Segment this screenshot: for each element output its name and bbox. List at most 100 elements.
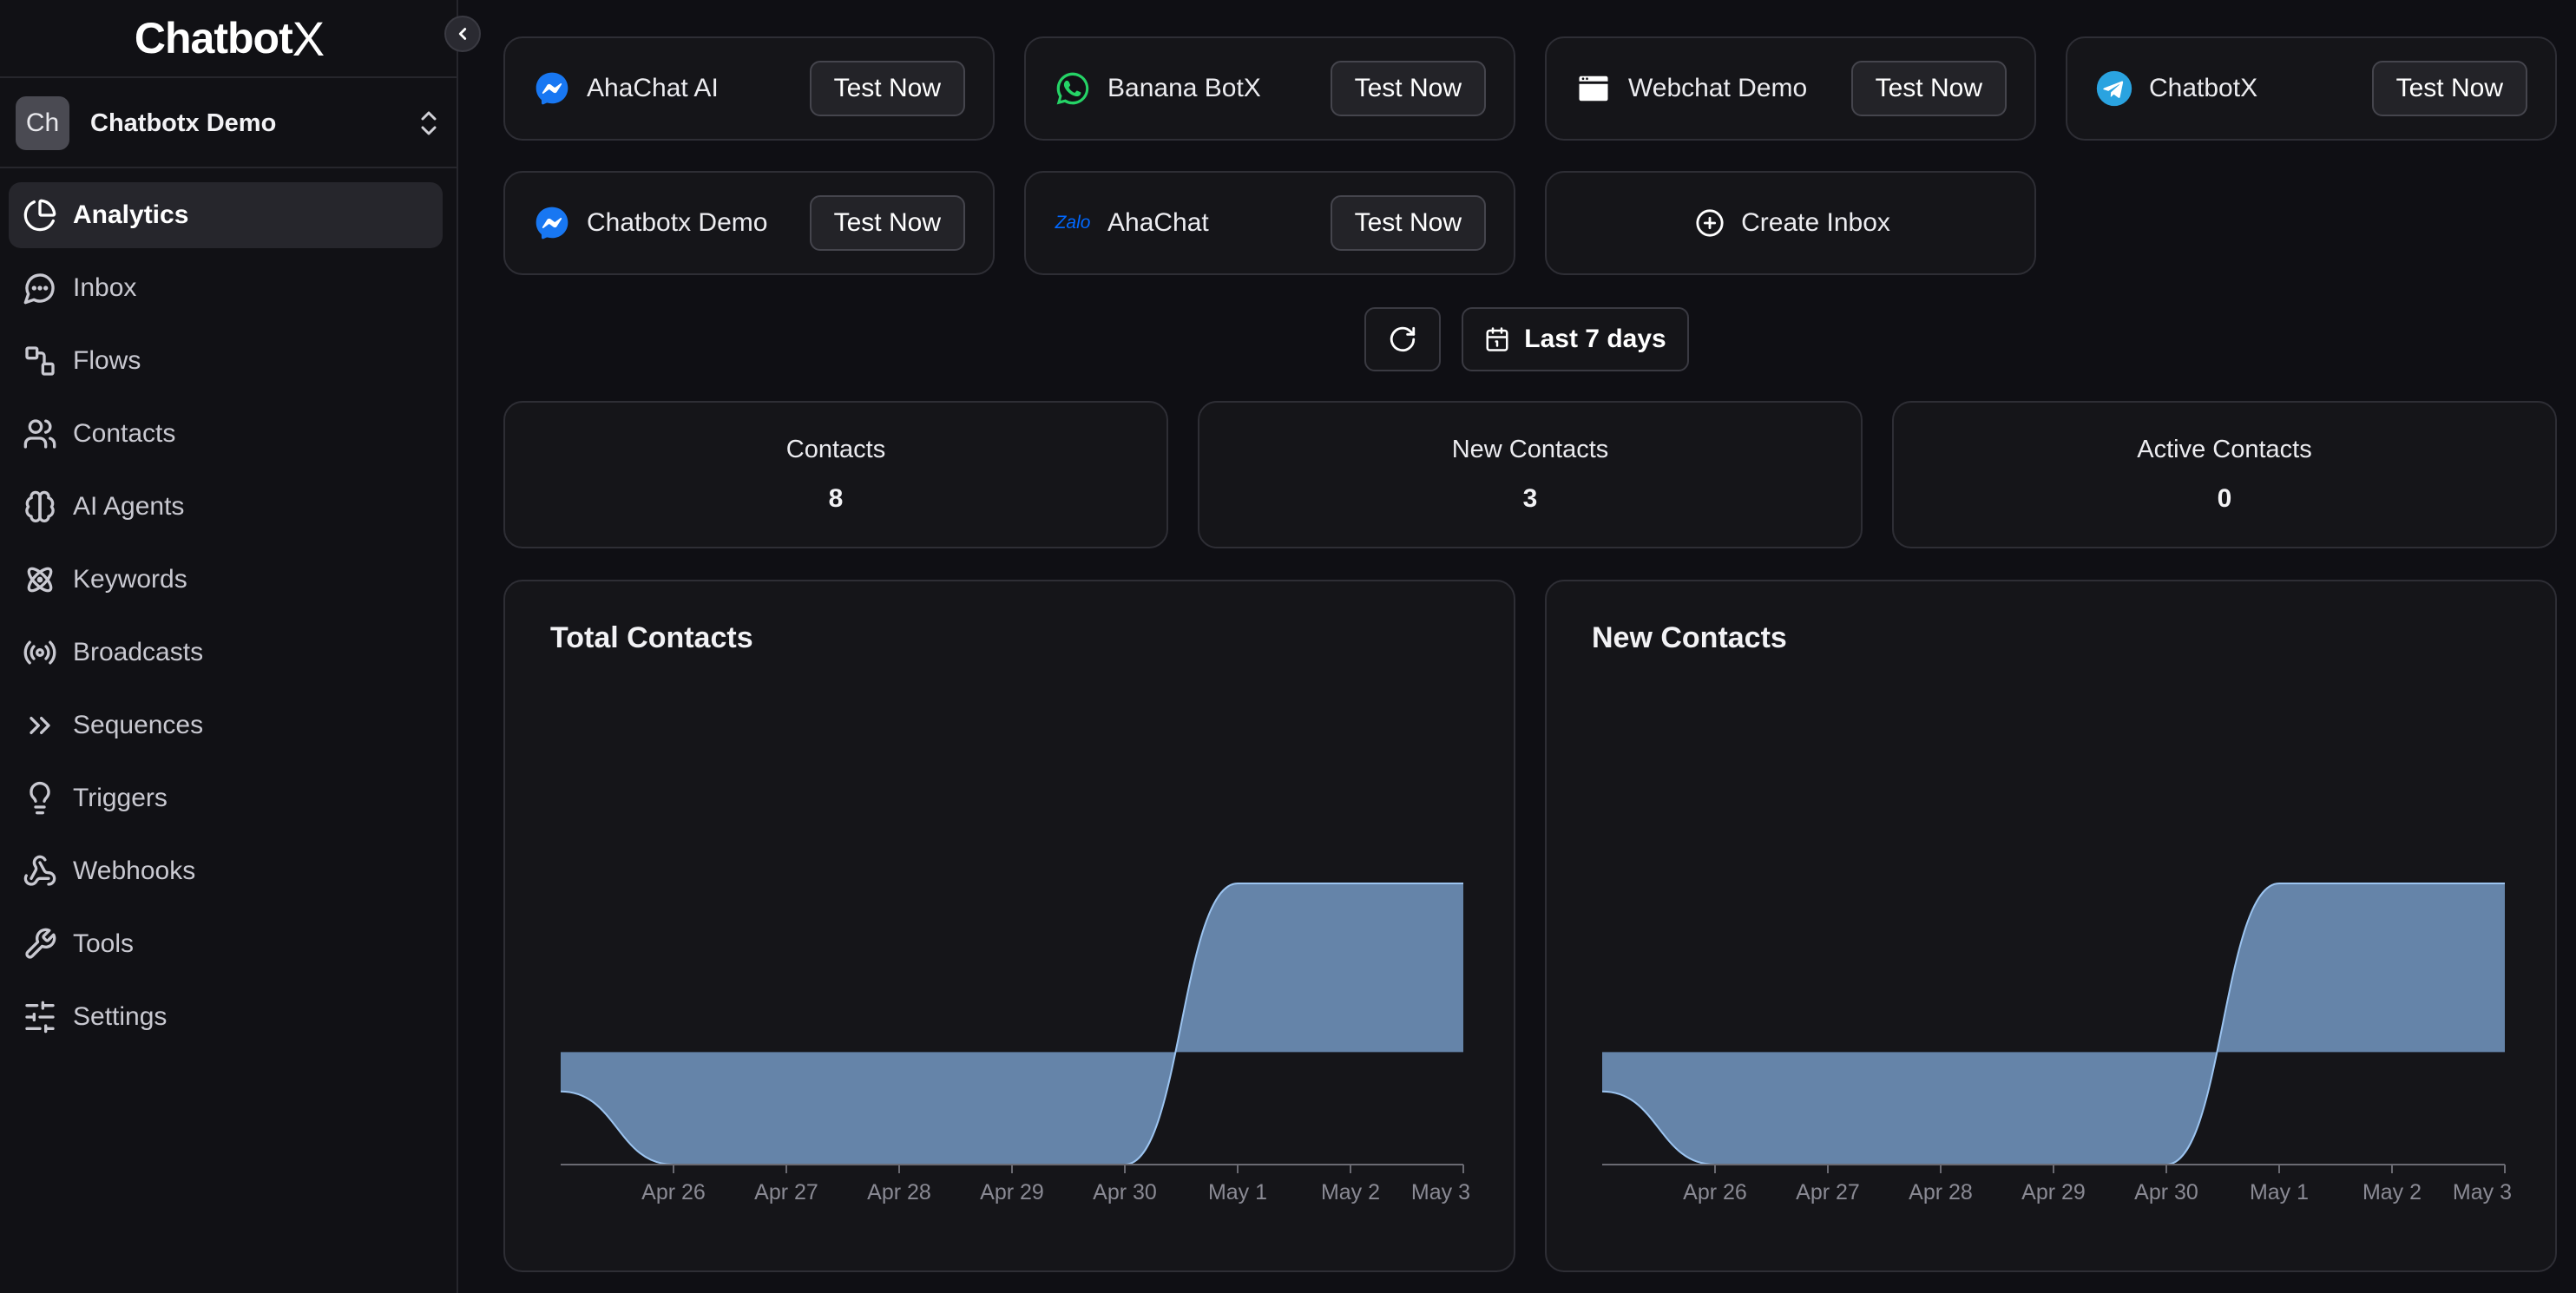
pie-chart-icon — [23, 199, 56, 232]
plus-circle-icon — [1691, 204, 1729, 242]
atom-icon — [27, 567, 53, 593]
sidebar-item-inbox[interactable]: Inbox — [9, 255, 443, 321]
sidebar: Chatbot X Ch Chatbotx Demo Analytics Inbo… — [0, 0, 458, 1293]
inbox-card-chatbotx[interactable]: ChatbotX Test Now — [2066, 36, 2557, 141]
chart-title: Total Contacts — [550, 621, 753, 654]
stat-label: Active Contacts — [2137, 436, 2312, 463]
stat-card-contacts: Contacts 8 — [503, 401, 1168, 548]
x-tick-label: Apr 26 — [1683, 1180, 1747, 1204]
sidebar-item-keywords[interactable]: Keywords — [9, 547, 443, 613]
inbox-name: Chatbotx Demo — [587, 208, 768, 237]
stat-card-new-contacts: New Contacts 3 — [1198, 401, 1863, 548]
lightbulb-icon — [30, 781, 50, 815]
chat-bubble-icon — [23, 273, 55, 305]
sidebar-item-flows[interactable]: Flows — [9, 328, 443, 394]
sidebar-item-webhooks[interactable]: Webhooks — [9, 838, 443, 904]
broadcast-icon — [23, 640, 56, 665]
brand-logo[interactable]: Chatbot X — [0, 0, 458, 78]
stat-value: 3 — [1522, 484, 1538, 513]
create-inbox-label: Create Inbox — [1741, 208, 1890, 237]
test-now-button[interactable]: Test Now — [1330, 61, 1486, 116]
sidebar-item-settings[interactable]: Settings — [9, 984, 443, 1050]
flow-icon — [25, 346, 55, 376]
x-tick-label: Apr 27 — [754, 1180, 818, 1204]
x-tick-label: Apr 26 — [641, 1180, 706, 1204]
sidebar-item-triggers[interactable]: Triggers — [9, 765, 443, 831]
test-now-button[interactable]: Test Now — [809, 195, 965, 251]
telegram-icon — [2095, 69, 2133, 108]
x-tick-label: Apr 29 — [2021, 1180, 2086, 1204]
inbox-name: Banana BotX — [1107, 74, 1261, 102]
inbox-name: ChatbotX — [2149, 74, 2258, 102]
x-tick-label: Apr 28 — [1909, 1180, 1973, 1204]
area-series — [1602, 883, 2505, 1165]
inbox-name: Webchat Demo — [1628, 74, 1808, 102]
sidebar-item-label: Contacts — [73, 419, 176, 448]
stat-card-active-contacts: Active Contacts 0 — [1892, 401, 2557, 548]
workspace-switcher[interactable]: Ch Chatbotx Demo — [0, 80, 457, 168]
x-tick-label: May 2 — [1321, 1180, 1380, 1204]
x-tick-label: Apr 29 — [980, 1180, 1044, 1204]
x-tick-label: May 3 — [2453, 1180, 2512, 1204]
sidebar-item-contacts[interactable]: Contacts — [9, 401, 443, 467]
create-inbox-button[interactable]: Create Inbox — [1545, 171, 2036, 275]
workspace-name: Chatbotx Demo — [90, 108, 277, 137]
x-tick-label: May 1 — [1208, 1180, 1267, 1204]
stat-label: New Contacts — [1451, 436, 1609, 463]
total-contacts-chart: Apr 26 Apr 27 Apr 28 Apr 29 Apr 30 May 1 May 2… — [560, 883, 1470, 1204]
users-icon — [23, 419, 56, 449]
sliders-icon — [25, 1001, 55, 1034]
x-tick-label: Apr 30 — [1093, 1180, 1157, 1204]
chart-card-total-contacts: Total Contacts Apr 26 Apr 27 Apr 28 Apr 29 A… — [503, 580, 1515, 1272]
inbox-name: AhaChat — [1107, 208, 1209, 237]
chevrons-up-down-icon — [421, 111, 437, 135]
messenger-icon — [533, 69, 571, 108]
date-range-label: Last 7 days — [1524, 325, 1666, 353]
inbox-card-ahachat-ai[interactable]: AhaChat AI Test Now — [503, 36, 995, 141]
sidebar-nav: Analytics Inbox Flows Contacts AI Agents… — [9, 182, 443, 1057]
main-content: AhaChat AI Test Now Banana BotX Test Now… — [458, 0, 2576, 1293]
brand-x: X — [292, 10, 325, 66]
inbox-card-webchat-demo[interactable]: Webchat Demo Test Now — [1545, 36, 2036, 141]
test-now-button[interactable]: Test Now — [2371, 61, 2527, 116]
date-range-button[interactable]: Last 7 days — [1462, 307, 1689, 371]
inbox-card-chatbotx-demo[interactable]: Chatbotx Demo Test Now — [503, 171, 995, 275]
test-now-button[interactable]: Test Now — [1850, 61, 2007, 116]
inbox-card-banana-botx[interactable]: Banana BotX Test Now — [1024, 36, 1515, 141]
x-tick-label: May 3 — [1411, 1180, 1470, 1204]
collapse-sidebar-button[interactable] — [444, 16, 481, 52]
x-tick-label: Apr 28 — [867, 1180, 931, 1204]
x-tick-label: Apr 30 — [2134, 1180, 2198, 1204]
sidebar-item-label: Flows — [73, 346, 141, 375]
x-tick-label: May 1 — [2250, 1180, 2309, 1204]
sidebar-item-analytics[interactable]: Analytics — [9, 182, 443, 248]
workspace-avatar: Ch — [16, 96, 69, 150]
wrench-icon — [25, 928, 56, 959]
inbox-card-ahachat[interactable]: Zalo AhaChat Test Now — [1024, 171, 1515, 275]
stat-label: Contacts — [785, 436, 886, 463]
sidebar-item-label: Analytics — [73, 200, 189, 229]
browser-window-icon — [1574, 69, 1613, 108]
sidebar-item-tools[interactable]: Tools — [9, 911, 443, 977]
webhook-icon — [23, 855, 56, 886]
test-now-button[interactable]: Test Now — [1330, 195, 1486, 251]
new-contacts-chart: Apr 26 Apr 27 Apr 28 Apr 29 Apr 30 May 1 May 2… — [1601, 883, 2512, 1204]
test-now-button[interactable]: Test Now — [809, 61, 965, 116]
zalo-badge: Zalo — [1055, 213, 1091, 233]
sidebar-item-broadcasts[interactable]: Broadcasts — [9, 620, 443, 686]
sidebar-item-label: AI Agents — [73, 492, 185, 521]
area-series — [561, 883, 1463, 1165]
sidebar-item-label: Webhooks — [73, 857, 196, 885]
sidebar-item-ai-agents[interactable]: AI Agents — [9, 474, 443, 540]
stat-value: 8 — [828, 484, 844, 513]
refresh-icon — [1390, 326, 1416, 352]
sidebar-item-label: Tools — [73, 929, 135, 958]
refresh-button[interactable] — [1364, 307, 1441, 371]
brain-icon — [25, 490, 55, 522]
messenger-icon — [533, 204, 571, 242]
sidebar-item-label: Triggers — [73, 784, 168, 812]
double-chevron-icon — [30, 717, 50, 734]
inbox-name: AhaChat AI — [587, 74, 719, 102]
sidebar-item-sequences[interactable]: Sequences — [9, 692, 443, 758]
whatsapp-icon — [1054, 69, 1092, 108]
